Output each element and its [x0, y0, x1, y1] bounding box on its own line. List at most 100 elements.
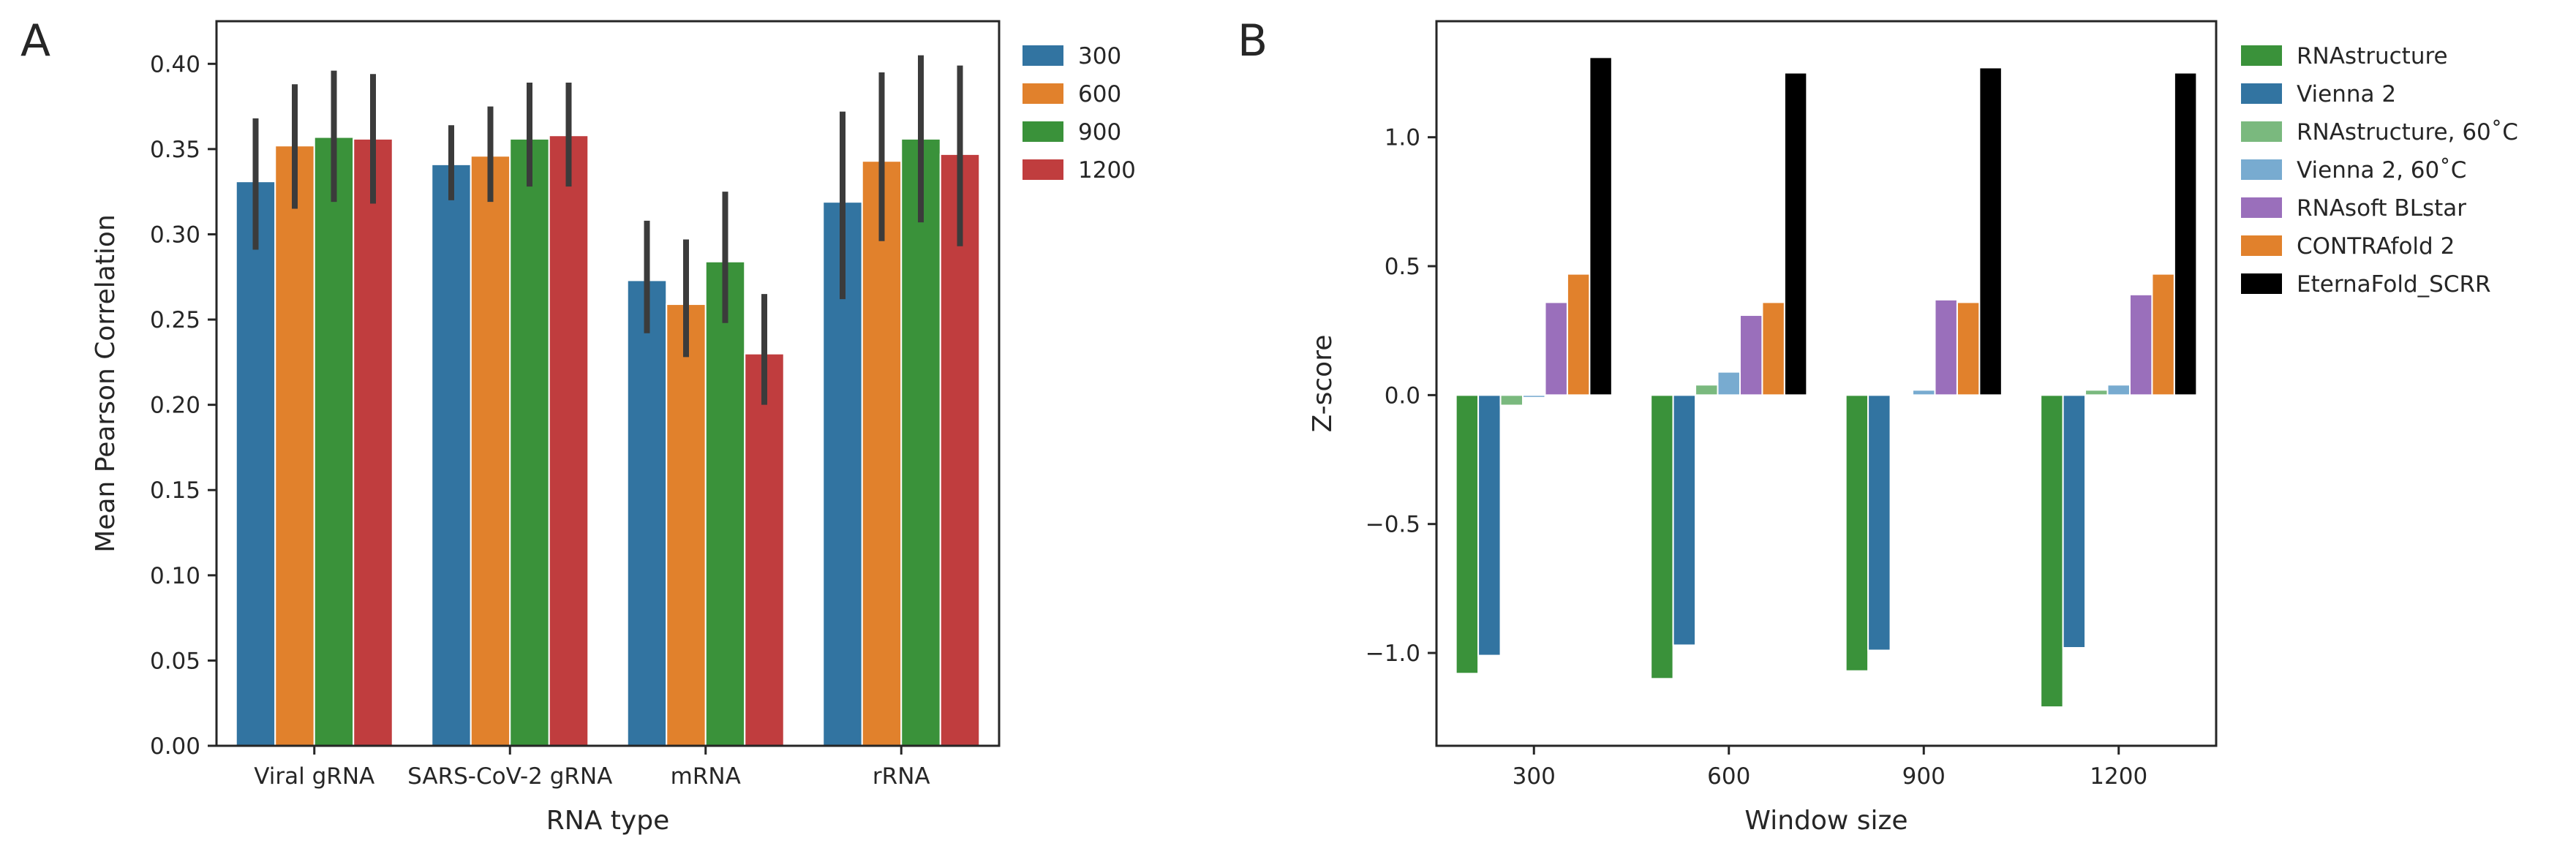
- x-tick-label: 900: [1902, 763, 1946, 790]
- legend-swatch-5: [2241, 235, 2282, 256]
- legend-label-600: 600: [1078, 81, 1121, 107]
- bar-Vienna-2-60-C-2: [1912, 389, 1936, 396]
- chart-b-legend: RNAstructure Vienna 2 RNAstructure, 60˚C Vi…: [2241, 43, 2518, 298]
- bar-Vienna-2-60-C-3: [2106, 384, 2131, 396]
- y-tick-label: 0.05: [150, 648, 200, 674]
- legend-swatch-600: [1023, 83, 1063, 104]
- chart-a-legend: 300 600 900 1200: [1023, 43, 1136, 184]
- bar-EternaFold-SCRR-1: [1783, 72, 1808, 396]
- bar-600-0: [274, 145, 315, 747]
- bar-RNAsoft-BLstar-0: [1544, 301, 1568, 396]
- bar-CONTRAfold-2-0: [1566, 273, 1591, 396]
- legend-swatch-6: [2241, 273, 2282, 294]
- bar-EternaFold-SCRR-3: [2173, 72, 2198, 396]
- x-tick-label: Viral gRNA: [254, 763, 374, 790]
- y-tick-label: 0.5: [1385, 254, 1420, 280]
- bar-1200-1: [548, 135, 590, 747]
- legend-swatch-300: [1023, 45, 1063, 66]
- bar-600-3: [861, 160, 903, 747]
- legend-swatch-3: [2241, 159, 2282, 180]
- y-tick-label: 0.0: [1385, 382, 1420, 409]
- chart-b-x-label: Window size: [1744, 806, 1907, 836]
- chart-b-y-label: Z-score: [1308, 335, 1338, 433]
- bar-EternaFold-SCRR-2: [1978, 67, 2003, 396]
- chart-a-y-label: Mean Pearson Correlation: [91, 214, 121, 553]
- chart-a-frame: [215, 20, 1001, 747]
- bar-RNAstructure-2: [1845, 394, 1869, 672]
- bar-900-1: [509, 137, 550, 747]
- bar-RNAstructure-60-C-0: [1499, 394, 1524, 407]
- legend-swatch-0: [2241, 45, 2282, 66]
- chart-b: −1.0 −0.5 0.0 0.5 1.0 300 600 900 1200 Window s…: [1308, 20, 2518, 836]
- bar-RNAstructure-60-C-3: [2084, 389, 2109, 396]
- legend-swatch-900: [1023, 121, 1063, 142]
- bar-600-2: [666, 303, 707, 747]
- x-tick-label: mRNA: [671, 763, 741, 790]
- chart-a-x-axis: Viral gRNA SARS-CoV-2 gRNA mRNA rRNA: [254, 746, 930, 790]
- x-tick-label: 1200: [2090, 763, 2147, 790]
- y-tick-label: −0.5: [1366, 512, 1420, 538]
- bar-900-2: [704, 260, 746, 747]
- bar-Vienna-2-60-C-1: [1717, 371, 1741, 396]
- legend-label-1: Vienna 2: [2297, 81, 2396, 107]
- bar-300-2: [626, 279, 668, 747]
- x-tick-label: SARS-CoV-2 gRNA: [407, 763, 612, 790]
- bar-1200-2: [744, 352, 785, 747]
- legend-label-4: RNAsoft BLstar: [2297, 195, 2466, 222]
- bar-300-1: [431, 163, 472, 747]
- x-tick-label: rRNA: [873, 763, 930, 790]
- bar-Vienna-2-60-C-0: [1522, 394, 1546, 398]
- bar-RNAstructure-3: [2040, 394, 2064, 708]
- y-tick-label: 0.10: [150, 563, 200, 589]
- legend-label-3: Vienna 2, 60˚C: [2297, 157, 2466, 184]
- legend-label-0: RNAstructure: [2297, 43, 2448, 69]
- legend-label-2: RNAstructure, 60˚C: [2297, 119, 2518, 146]
- bar-Vienna-2-2: [1867, 394, 1891, 651]
- bar-RNAstructure-0: [1455, 394, 1480, 675]
- y-tick-label: −1.0: [1366, 640, 1420, 667]
- y-tick-label: 0.00: [150, 733, 200, 760]
- bar-RNAsoft-BLstar-3: [2128, 293, 2153, 396]
- legend-label-900: 900: [1078, 119, 1121, 146]
- chart-b-bars: [1455, 56, 2198, 708]
- bar-Vienna-2-0: [1477, 394, 1502, 657]
- chart-a-error-bars: [252, 55, 963, 405]
- bar-CONTRAfold-2-3: [2151, 273, 2175, 396]
- legend-swatch-2: [2241, 121, 2282, 142]
- legend-swatch-4: [2241, 197, 2282, 218]
- panel-letter-b: B: [1238, 15, 1268, 67]
- legend-label-5: CONTRAfold 2: [2297, 233, 2455, 260]
- chart-b-y-axis: −1.0 −0.5 0.0 0.5 1.0: [1366, 125, 1436, 667]
- legend-swatch-1: [2241, 83, 2282, 104]
- bar-RNAsoft-BLstar-2: [1934, 298, 1958, 396]
- y-tick-label: 0.15: [150, 477, 200, 504]
- bar-CONTRAfold-2-1: [1761, 301, 1785, 396]
- y-tick-label: 0.20: [150, 393, 200, 419]
- bar-300-0: [235, 181, 276, 747]
- bar-900-0: [313, 136, 355, 747]
- panel-letter-a: A: [20, 15, 50, 67]
- bar-RNAstructure-1: [1650, 394, 1674, 680]
- chart-b-frame: [1435, 20, 2218, 747]
- y-tick-label: 0.25: [150, 307, 200, 333]
- legend-label-1200: 1200: [1078, 157, 1136, 184]
- bar-RNAstructure-60-C-1: [1695, 384, 1719, 396]
- chart-a: 0.00 0.05 0.10 0.15 0.20 0.25 0.30 0.35 0.40 Vir…: [91, 20, 1136, 836]
- bar-RNAsoft-BLstar-1: [1739, 314, 1763, 396]
- bar-EternaFold-SCRR-0: [1589, 56, 1613, 396]
- chart-a-y-axis: 0.00 0.05 0.10 0.15 0.20 0.25 0.30 0.35 0.40: [150, 51, 216, 760]
- y-tick-label: 0.35: [150, 137, 200, 163]
- bar-600-1: [470, 155, 511, 747]
- legend-swatch-1200: [1023, 159, 1063, 180]
- bar-Vienna-2-1: [1672, 394, 1697, 646]
- legend-label-300: 300: [1078, 43, 1121, 69]
- bar-Vienna-2-3: [2062, 394, 2087, 649]
- y-tick-label: 0.40: [150, 51, 200, 78]
- chart-a-bars: [235, 135, 981, 747]
- x-tick-label: 300: [1513, 763, 1556, 790]
- legend-label-6: EternaFold_SCRR: [2297, 271, 2491, 298]
- bar-900-3: [900, 137, 941, 747]
- chart-b-x-axis: 300 600 900 1200: [1513, 746, 2147, 790]
- chart-a-x-label: RNA type: [546, 806, 669, 836]
